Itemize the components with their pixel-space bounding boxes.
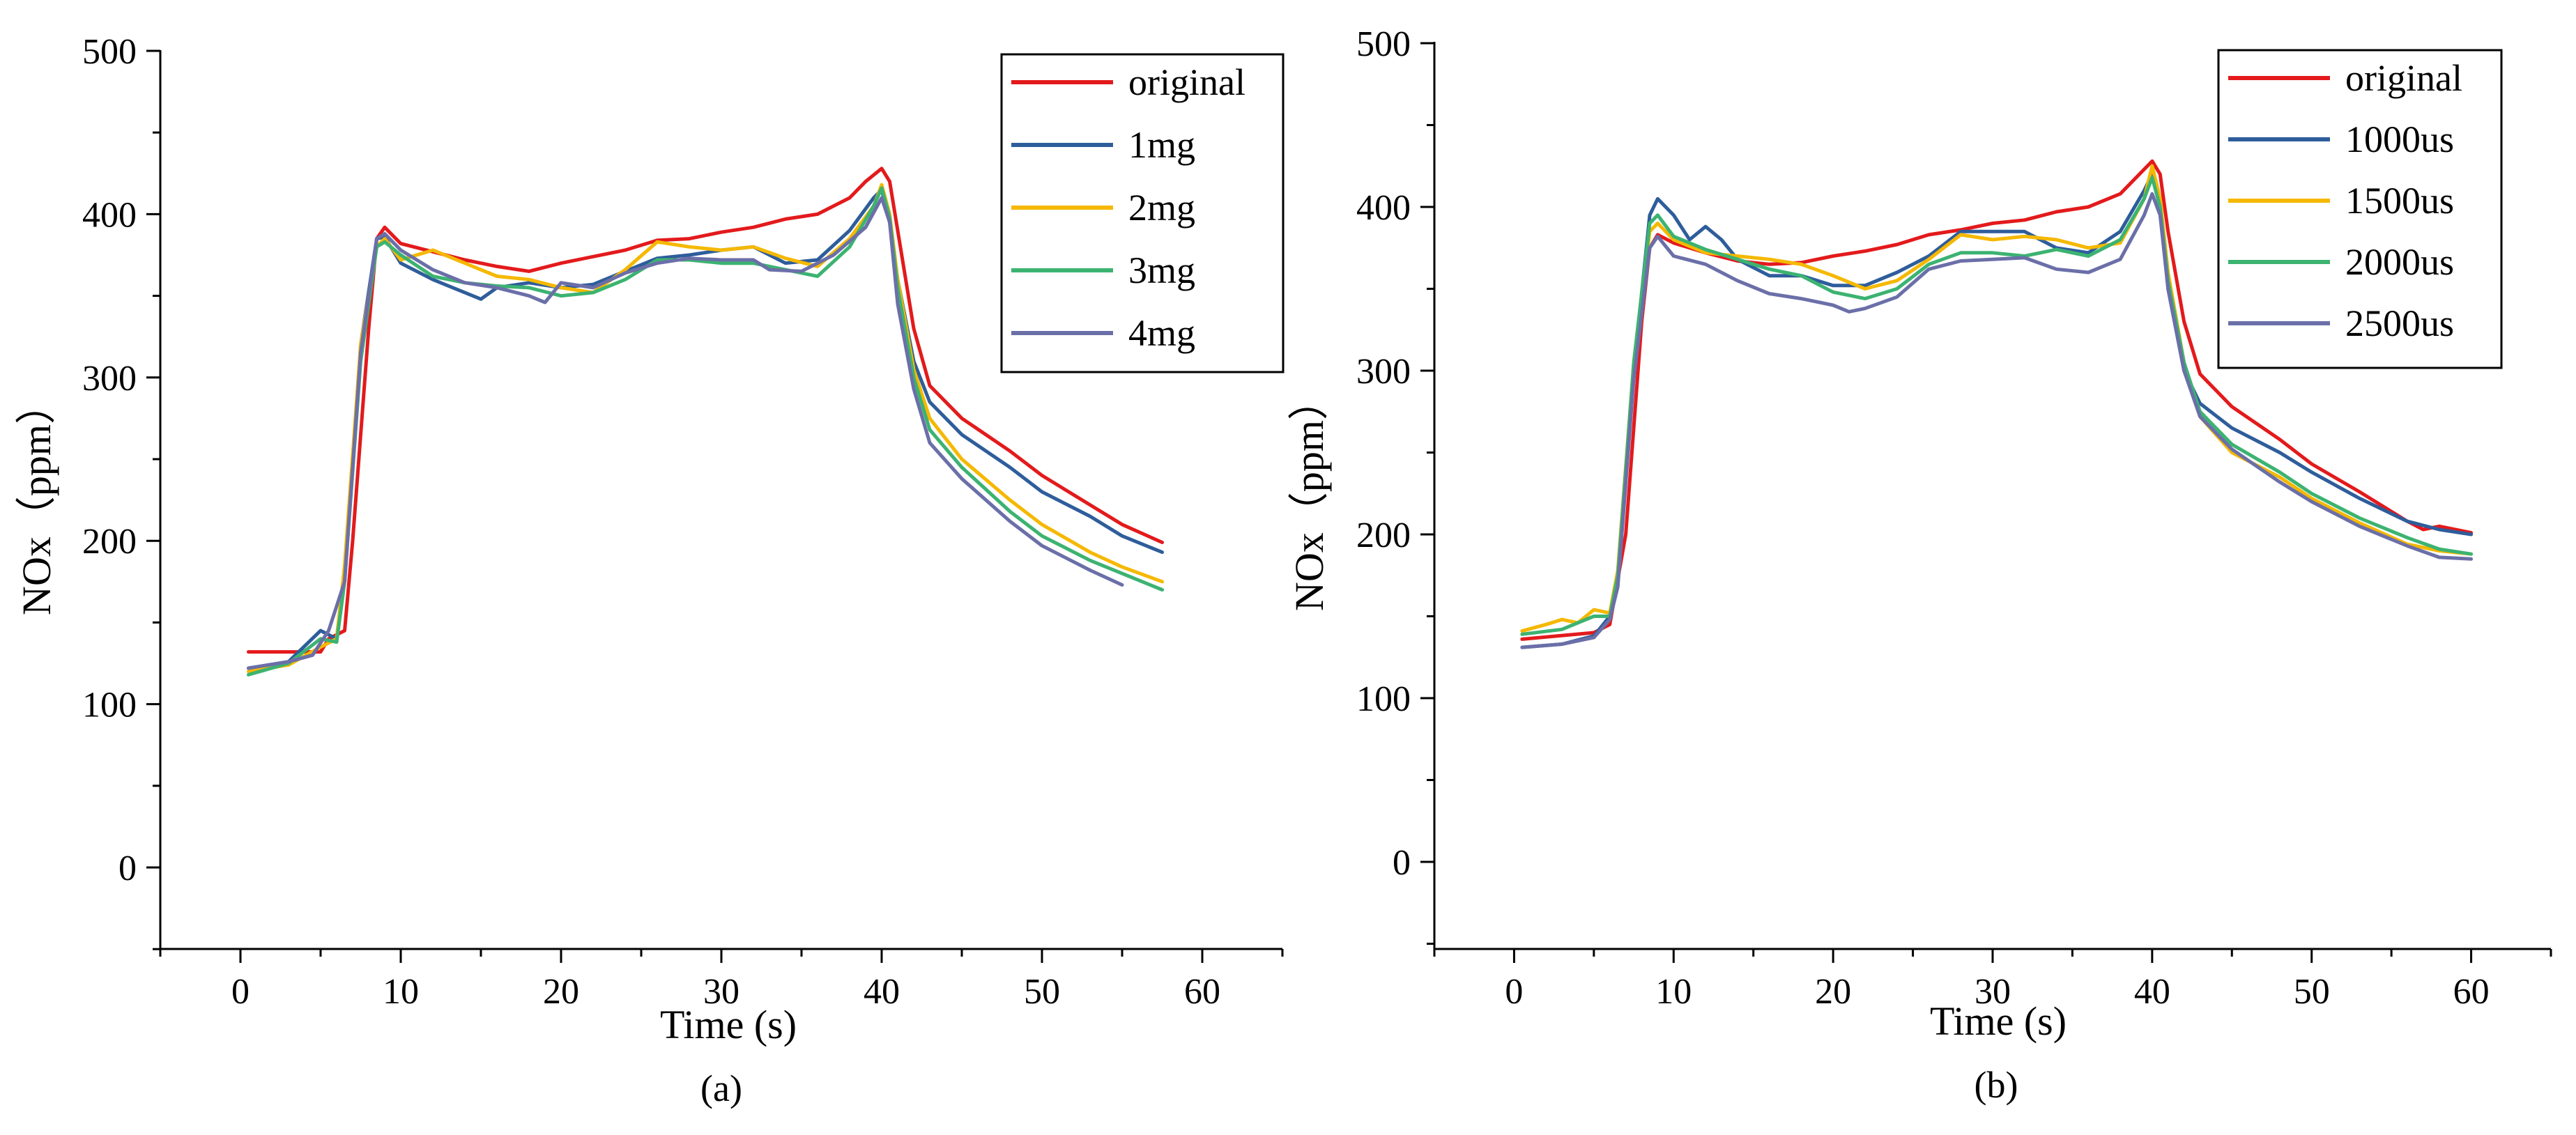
series-line-4mg (247, 196, 1124, 670)
x-tick-label: 40 (2134, 972, 2170, 1012)
x-tick-label: 10 (383, 972, 419, 1012)
x-tick-label: 50 (1024, 972, 1060, 1012)
x-tick-label: 10 (1655, 972, 1692, 1012)
legend-box (1000, 53, 1285, 373)
legend-label-3mg: 3mg (1128, 249, 1195, 291)
y-tick-label: 0 (1393, 843, 1411, 883)
x-tick-label: 0 (1505, 972, 1523, 1012)
panel-b: 0 100 200 300 400 500 0 10 20 30 40 50 60 Time (s) NOx… (1287, 24, 2552, 1106)
legend-label-original: original (1128, 61, 1245, 103)
x-tick-label: 40 (864, 972, 900, 1012)
panel-caption: (b) (1975, 1064, 2018, 1106)
y-tick-label: 200 (82, 522, 137, 562)
y-tick-label: 500 (1356, 24, 1411, 64)
y-tick-label: 200 (1356, 516, 1411, 555)
legend-label-original: original (2345, 57, 2462, 99)
y-tick-label: 300 (82, 359, 137, 399)
y-tick-label: 400 (1356, 188, 1411, 228)
legend-label-1mg: 1mg (1128, 124, 1195, 166)
x-axis-title: Time (s) (660, 1002, 797, 1047)
y-tick-label: 300 (1356, 352, 1411, 392)
x-tick-label: 20 (543, 972, 579, 1012)
legend-label-2500us: 2500us (2345, 302, 2454, 344)
y-axis-title: NOx（ppm） (1287, 380, 1332, 611)
legend-label-2000us: 2000us (2345, 241, 2454, 283)
series-line-1000us (1520, 172, 2474, 649)
legend-label-1500us: 1500us (2345, 180, 2454, 222)
panel-a: 0 100 200 300 400 500 0 10 20 30 40 50 60 Time (s) NOx… (14, 32, 1285, 1109)
y-tick-label: 0 (118, 849, 137, 888)
y-tick-label: 500 (82, 32, 137, 72)
x-tick-label: 0 (231, 972, 250, 1012)
series-line-2000us (1520, 176, 2474, 636)
series-line-2500us (1520, 192, 2474, 649)
panel-caption: (a) (700, 1067, 742, 1109)
x-tick-label: 30 (703, 972, 739, 1012)
y-tick-label: 100 (82, 686, 137, 725)
legend-label-2mg: 2mg (1128, 187, 1195, 229)
x-tick-label: 50 (2294, 972, 2330, 1012)
y-tick-label: 100 (1356, 679, 1411, 719)
legend-box (2217, 49, 2503, 369)
x-tick-label: 60 (2453, 972, 2490, 1012)
y-tick-label: 400 (82, 195, 137, 235)
x-tick-label: 30 (1975, 972, 2011, 1012)
legend-label-4mg: 4mg (1128, 312, 1195, 354)
legend-label-1000us: 1000us (2345, 118, 2454, 160)
x-tick-label: 20 (1815, 972, 1851, 1012)
x-axis-title: Time (s) (1930, 998, 2067, 1044)
x-tick-label: 60 (1184, 972, 1220, 1012)
y-axis-title: NOx（ppm） (14, 384, 59, 615)
